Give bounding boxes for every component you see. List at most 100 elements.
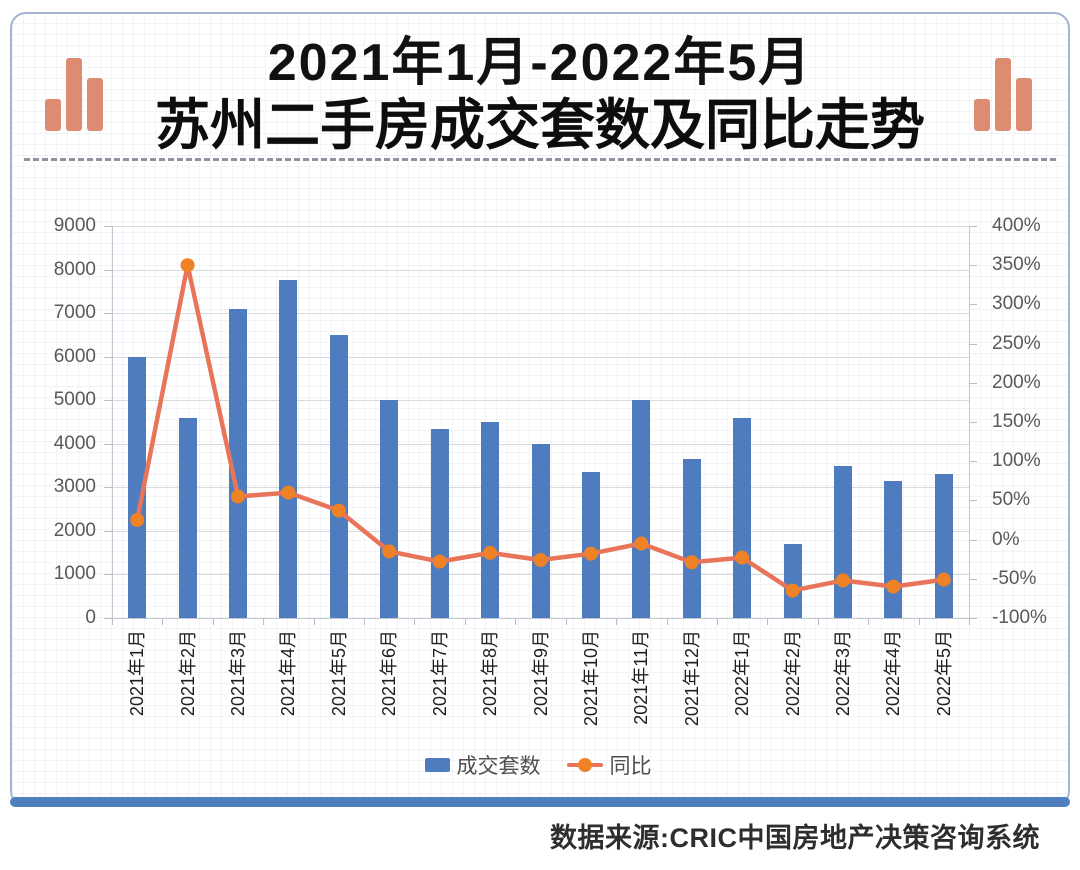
x-axis-tick [414, 618, 416, 625]
x-axis-label: 2021年10月 [580, 630, 601, 727]
x-axis-tick [918, 618, 920, 625]
data-source-caption: 数据来源:CRIC中国房地产决策咨询系统 [550, 823, 1040, 853]
x-axis-tick [212, 618, 214, 625]
y-axis-label-left: 6000 [53, 345, 96, 367]
left-axis-tick [104, 487, 112, 489]
y-axis-label-left: 1000 [53, 563, 96, 585]
x-axis-tick [162, 618, 164, 625]
title-date-range: 2021年1月-2022年5月 [267, 34, 813, 92]
y-axis-label-right: 0% [992, 528, 1020, 550]
trend-line-path [134, 262, 947, 593]
x-axis-tick [515, 618, 517, 625]
x-axis-label: 2021年2月 [177, 630, 198, 717]
x-axis-label: 2021年4月 [278, 630, 299, 717]
gridline [112, 226, 969, 227]
trend-point-2021年1月 [130, 513, 145, 527]
x-axis-tick [616, 618, 618, 625]
y-axis-label-right: -50% [992, 567, 1037, 589]
x-axis-label: 2022年3月 [832, 630, 853, 717]
y-axis-label-left: 0 [85, 607, 96, 628]
x-axis-label: 2021年8月 [480, 630, 501, 717]
x-axis-tick [464, 618, 466, 625]
trend-line-svg [130, 258, 951, 598]
bar-2021年2月 [178, 417, 197, 618]
bar-2021年6月 [380, 400, 399, 618]
trend-point-2022年4月 [886, 579, 901, 594]
icon-bar-small [45, 99, 61, 131]
x-axis-tick [666, 618, 668, 625]
x-axis-label: 2022年4月 [883, 630, 904, 717]
y-axis-label-right: 50% [992, 489, 1031, 511]
y-axis-label-left: 7000 [53, 302, 96, 324]
x-axis-label: 2021年5月 [328, 630, 349, 717]
trend-point-2022年5月 [936, 572, 951, 587]
bottom-axis-line [112, 618, 970, 619]
icon-bar-tall [995, 58, 1011, 131]
icon-bar-tall [66, 58, 82, 131]
y-axis-label-right: 150% [992, 411, 1041, 432]
x-axis-tick [313, 618, 315, 625]
chart-card [10, 12, 1070, 807]
x-axis-tick [112, 618, 113, 625]
bar-2021年12月 [682, 459, 701, 618]
trend-point-2021年10月 [583, 546, 598, 561]
trend-point-2021年6月 [382, 544, 397, 559]
left-axis-tick [104, 443, 112, 445]
x-axis-label: 2022年1月 [732, 630, 753, 717]
bar-2021年4月 [279, 280, 298, 618]
trend-point-2021年8月 [483, 545, 498, 560]
x-axis-label: 2022年2月 [782, 630, 803, 717]
y-axis-label-left: 5000 [53, 389, 96, 411]
gridline [112, 356, 969, 358]
bar-2021年9月 [531, 443, 550, 618]
right-axis-tick [969, 382, 977, 384]
trend-point-2021年4月 [281, 485, 296, 500]
bar-2021年7月 [430, 428, 449, 618]
y-axis-label-right: 350% [992, 254, 1041, 276]
icon-bar-medium [1016, 78, 1032, 131]
x-axis-tick [767, 618, 769, 625]
x-axis-label: 2021年12月 [681, 630, 702, 727]
x-axis-tick [565, 618, 567, 625]
trend-point-2021年11月 [634, 536, 649, 551]
left-axis-line [112, 226, 113, 618]
x-axis-tick [716, 618, 718, 625]
y-axis-label-right: 200% [992, 371, 1041, 393]
x-axis-label: 2021年9月 [530, 630, 551, 717]
gridline [112, 269, 969, 271]
bar-series-swatch [424, 758, 450, 772]
gridline [112, 400, 969, 402]
right-axis-tick [969, 226, 977, 227]
left-axis-tick [104, 574, 112, 576]
x-axis-tick [969, 618, 970, 625]
bar-2022年2月 [783, 543, 802, 618]
bar-chart-icon [974, 58, 1032, 131]
x-axis-tick [817, 618, 819, 625]
bar-2021年1月 [128, 356, 147, 618]
trend-point-2021年2月 [180, 258, 195, 273]
title-main: 苏州二手房成交套数及同比走势 [154, 94, 925, 156]
trend-point-2021年3月 [231, 489, 245, 504]
trend-point-2021年12月 [684, 555, 699, 570]
trend-point-2022年2月 [785, 583, 800, 598]
gridline [112, 313, 969, 315]
x-axis-label: 2021年1月 [127, 630, 148, 717]
trend-point-2021年5月 [331, 503, 346, 518]
bar-2021年5月 [329, 334, 348, 618]
bar-2021年8月 [481, 422, 500, 618]
left-axis-tick [104, 313, 112, 315]
x-axis-tick [263, 618, 265, 625]
trend-point-2022年3月 [836, 573, 850, 588]
x-axis-label: 2021年6月 [379, 630, 400, 717]
x-axis-tick [364, 618, 366, 625]
line-series-swatch [566, 758, 603, 772]
trend-point-2021年7月 [432, 554, 447, 569]
y-axis-label-right: 250% [992, 332, 1041, 354]
icon-bar-medium [87, 78, 103, 131]
icon-bar-small [974, 99, 990, 131]
right-axis-line [969, 226, 970, 618]
y-axis-label-left: 3000 [53, 476, 96, 498]
left-axis-tick [104, 530, 112, 532]
right-axis-tick [969, 304, 977, 306]
